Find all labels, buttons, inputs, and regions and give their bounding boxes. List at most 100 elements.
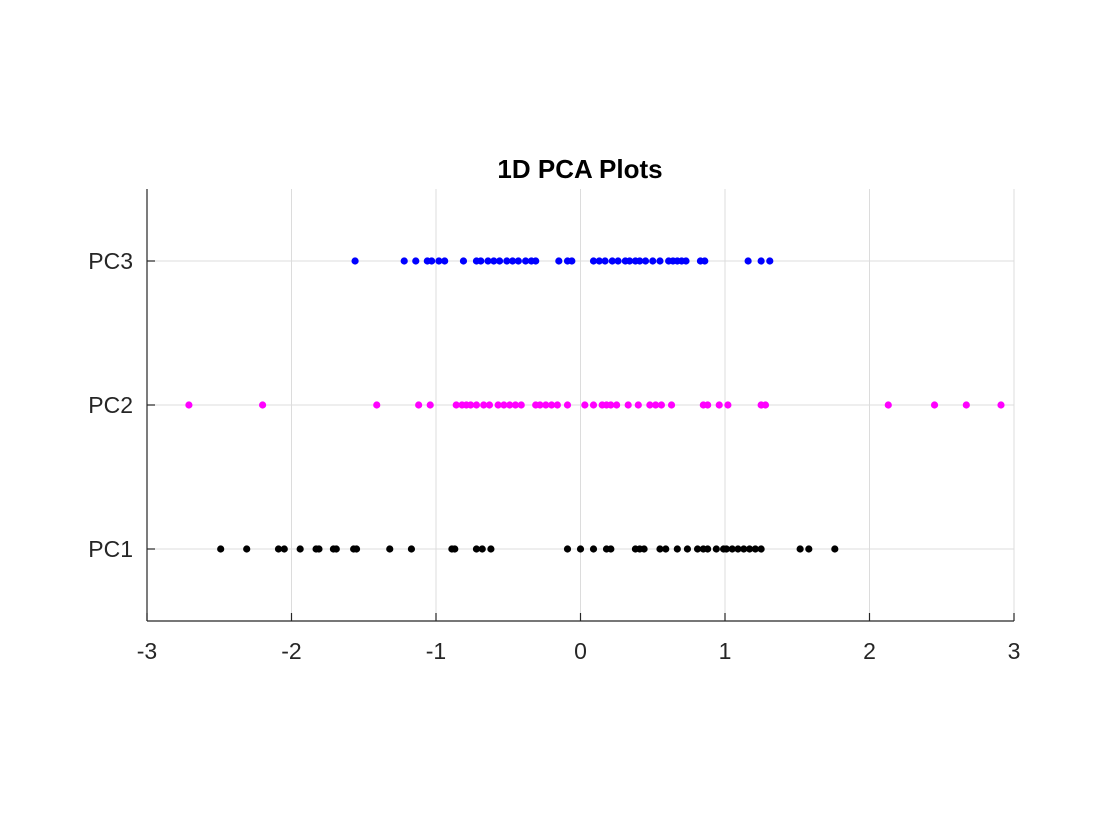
data-point [467, 401, 475, 409]
data-point [400, 257, 408, 265]
data-point [734, 545, 742, 553]
data-point [487, 545, 495, 553]
data-point [766, 257, 774, 265]
data-point [451, 545, 459, 553]
data-point [649, 257, 657, 265]
data-point [640, 545, 648, 553]
data-point [624, 401, 632, 409]
x-tick-label: -2 [281, 638, 301, 664]
data-point [259, 401, 267, 409]
data-point [412, 257, 420, 265]
data-point [563, 545, 572, 553]
data-point [634, 401, 642, 409]
data-point [511, 401, 520, 409]
data-point [667, 401, 676, 409]
data-point [930, 401, 939, 409]
data-point [962, 401, 970, 409]
data-point [724, 401, 732, 409]
data-point [693, 545, 702, 553]
data-point [997, 401, 1005, 409]
data-point [373, 401, 381, 409]
data-point [435, 257, 443, 265]
y-tick-label: PC2 [88, 392, 133, 418]
tick-labels: -3 -2 -1 0 1 2 3 PC1 PC2 PC3 [88, 248, 1020, 664]
data-point [744, 257, 752, 265]
data-point [641, 257, 650, 265]
data-point [485, 401, 494, 409]
data-point [589, 257, 598, 265]
data-point [589, 401, 598, 409]
data-point [722, 545, 731, 553]
series-pc3 [351, 257, 774, 265]
data-point [555, 257, 563, 265]
data-point [495, 257, 504, 265]
data-point [351, 257, 359, 265]
series-pc1 [217, 545, 839, 553]
data-points [185, 257, 1005, 553]
data-point [428, 257, 436, 265]
data-point [503, 257, 511, 265]
data-point [884, 401, 892, 409]
data-point [607, 401, 615, 409]
data-point [757, 545, 765, 553]
data-point [478, 545, 486, 553]
data-point [657, 401, 666, 409]
data-point [472, 401, 481, 409]
grid [146, 189, 1015, 621]
data-point [740, 545, 748, 553]
data-point [548, 401, 556, 409]
data-point [352, 545, 361, 553]
series-pc2 [185, 401, 1005, 409]
data-point [480, 401, 488, 409]
data-point [589, 545, 598, 553]
data-point [274, 545, 283, 553]
data-point [728, 545, 736, 553]
data-point [715, 401, 723, 409]
data-point [452, 401, 460, 409]
data-point [500, 401, 508, 409]
data-point [701, 257, 709, 265]
data-point [761, 401, 770, 409]
x-tick-label: 0 [574, 638, 587, 664]
data-point [595, 257, 603, 265]
data-point [662, 545, 670, 553]
data-point [217, 545, 225, 553]
chart-title: 1D PCA Plots [497, 154, 662, 184]
data-point [576, 545, 585, 553]
y-tick-label: PC3 [88, 248, 133, 274]
data-point [613, 401, 621, 409]
data-point [441, 257, 449, 265]
data-point [683, 545, 692, 553]
data-point [614, 257, 622, 265]
data-point [508, 257, 517, 265]
data-point [712, 545, 720, 553]
data-point [484, 257, 492, 265]
axes [146, 189, 1015, 622]
data-point [563, 401, 572, 409]
data-point [332, 545, 340, 553]
data-point [652, 401, 660, 409]
data-point [656, 257, 664, 265]
data-point [626, 257, 634, 265]
data-point [581, 401, 589, 409]
data-point [682, 257, 690, 265]
data-point [745, 545, 754, 553]
data-point [536, 401, 544, 409]
data-point [601, 257, 609, 265]
data-point [608, 257, 616, 265]
data-point [553, 401, 561, 409]
data-point [656, 545, 664, 553]
data-point [459, 257, 468, 265]
data-point [477, 257, 485, 265]
data-point [673, 545, 681, 553]
data-point [704, 401, 712, 409]
data-point [517, 401, 525, 409]
data-point [494, 401, 502, 409]
x-tick-label: 1 [719, 638, 732, 664]
data-point [568, 257, 576, 265]
data-point [386, 545, 394, 553]
x-tick-label: 2 [863, 638, 876, 664]
data-point [514, 257, 522, 265]
data-point [280, 545, 288, 553]
